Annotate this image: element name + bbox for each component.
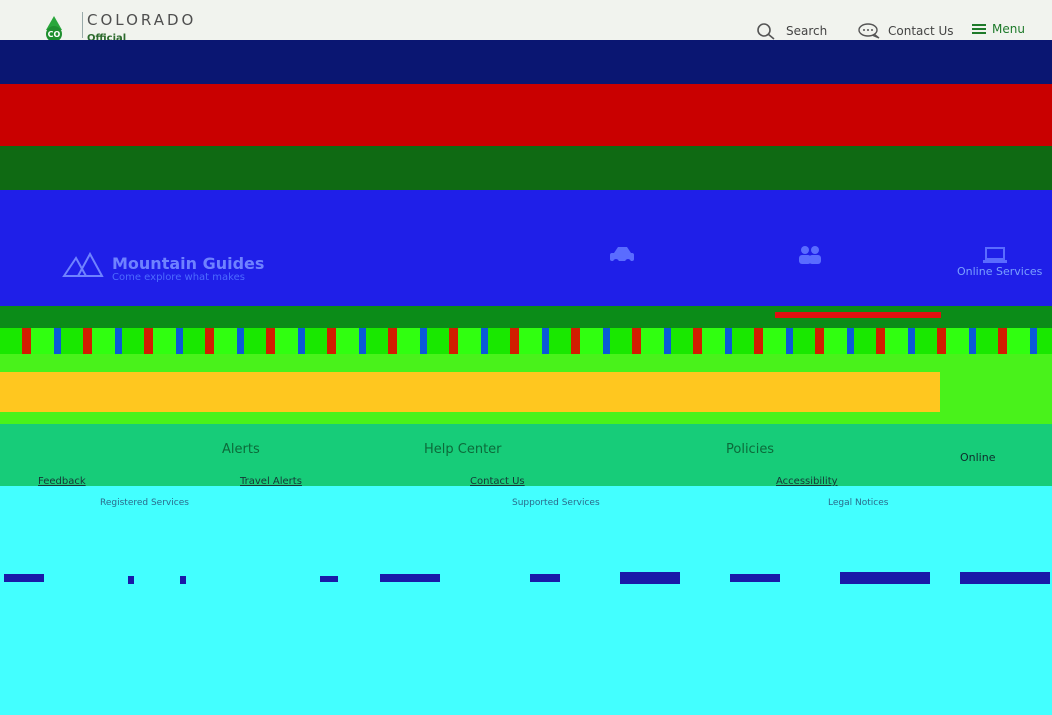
footer-noise-strip bbox=[4, 572, 1050, 584]
logo-divider bbox=[82, 12, 83, 38]
menu-label: Menu bbox=[992, 22, 1025, 36]
hero-services-panel bbox=[0, 190, 1052, 306]
car-icon[interactable] bbox=[607, 244, 637, 266]
search-label: Search bbox=[786, 24, 828, 38]
service-mountain-guides[interactable]: Mountain Guides bbox=[60, 248, 264, 278]
hero-band-yellow bbox=[0, 372, 940, 412]
search-button[interactable]: Search bbox=[754, 22, 827, 40]
mountain-icon bbox=[62, 251, 104, 277]
contact-label: Contact Us bbox=[888, 24, 954, 38]
hero-highlight-bar bbox=[775, 312, 941, 318]
hero-band-top bbox=[0, 40, 1052, 84]
hero-band-divider bbox=[0, 306, 1052, 328]
logo-badge: CO bbox=[48, 30, 61, 39]
people-icon[interactable] bbox=[795, 244, 825, 266]
footer-link-contact-us[interactable]: Contact Us bbox=[470, 476, 525, 487]
hero-band-green bbox=[0, 146, 1052, 190]
footer-link-accessibility[interactable]: Accessibility bbox=[776, 476, 838, 487]
laptop-icon[interactable] bbox=[980, 244, 1010, 266]
contact-us-button[interactable]: Contact Us bbox=[856, 22, 954, 40]
footer-heading-alerts: Alerts bbox=[222, 442, 260, 457]
chat-bubble-icon bbox=[858, 23, 880, 39]
footer-heading-help-center: Help Center bbox=[424, 442, 502, 457]
footer-link-travel-alerts[interactable]: Travel Alerts bbox=[240, 476, 302, 487]
search-icon bbox=[757, 23, 775, 40]
footer-sub-supported-services[interactable]: Supported Services bbox=[512, 498, 600, 508]
colorado-mountain-logo-icon[interactable]: CO bbox=[40, 10, 80, 42]
footer-header-band bbox=[0, 424, 1052, 486]
online-services-label[interactable]: Online Services bbox=[957, 265, 1043, 278]
footer-online-label[interactable]: Online bbox=[960, 451, 996, 464]
service-title: Mountain Guides bbox=[112, 253, 265, 273]
menu-button[interactable]: Menu bbox=[972, 22, 1025, 36]
footer-sub-legal-notices[interactable]: Legal Notices bbox=[828, 498, 889, 508]
footer-link-feedback[interactable]: Feedback bbox=[38, 476, 86, 487]
hero-noise-strip bbox=[0, 328, 1052, 354]
footer-heading-policies: Policies bbox=[726, 442, 775, 457]
logo-subtitle: Official bbox=[87, 33, 127, 44]
footer-sub-registered-services[interactable]: Registered Services bbox=[100, 498, 189, 508]
logo-wordmark[interactable]: COLORADO bbox=[87, 11, 197, 29]
hero-band-red bbox=[0, 84, 1052, 146]
service-description: Come explore what makes bbox=[112, 272, 245, 283]
site-header: CO COLORADO Official Search Contact Us M… bbox=[0, 0, 1052, 44]
hamburger-menu-icon bbox=[972, 24, 986, 34]
